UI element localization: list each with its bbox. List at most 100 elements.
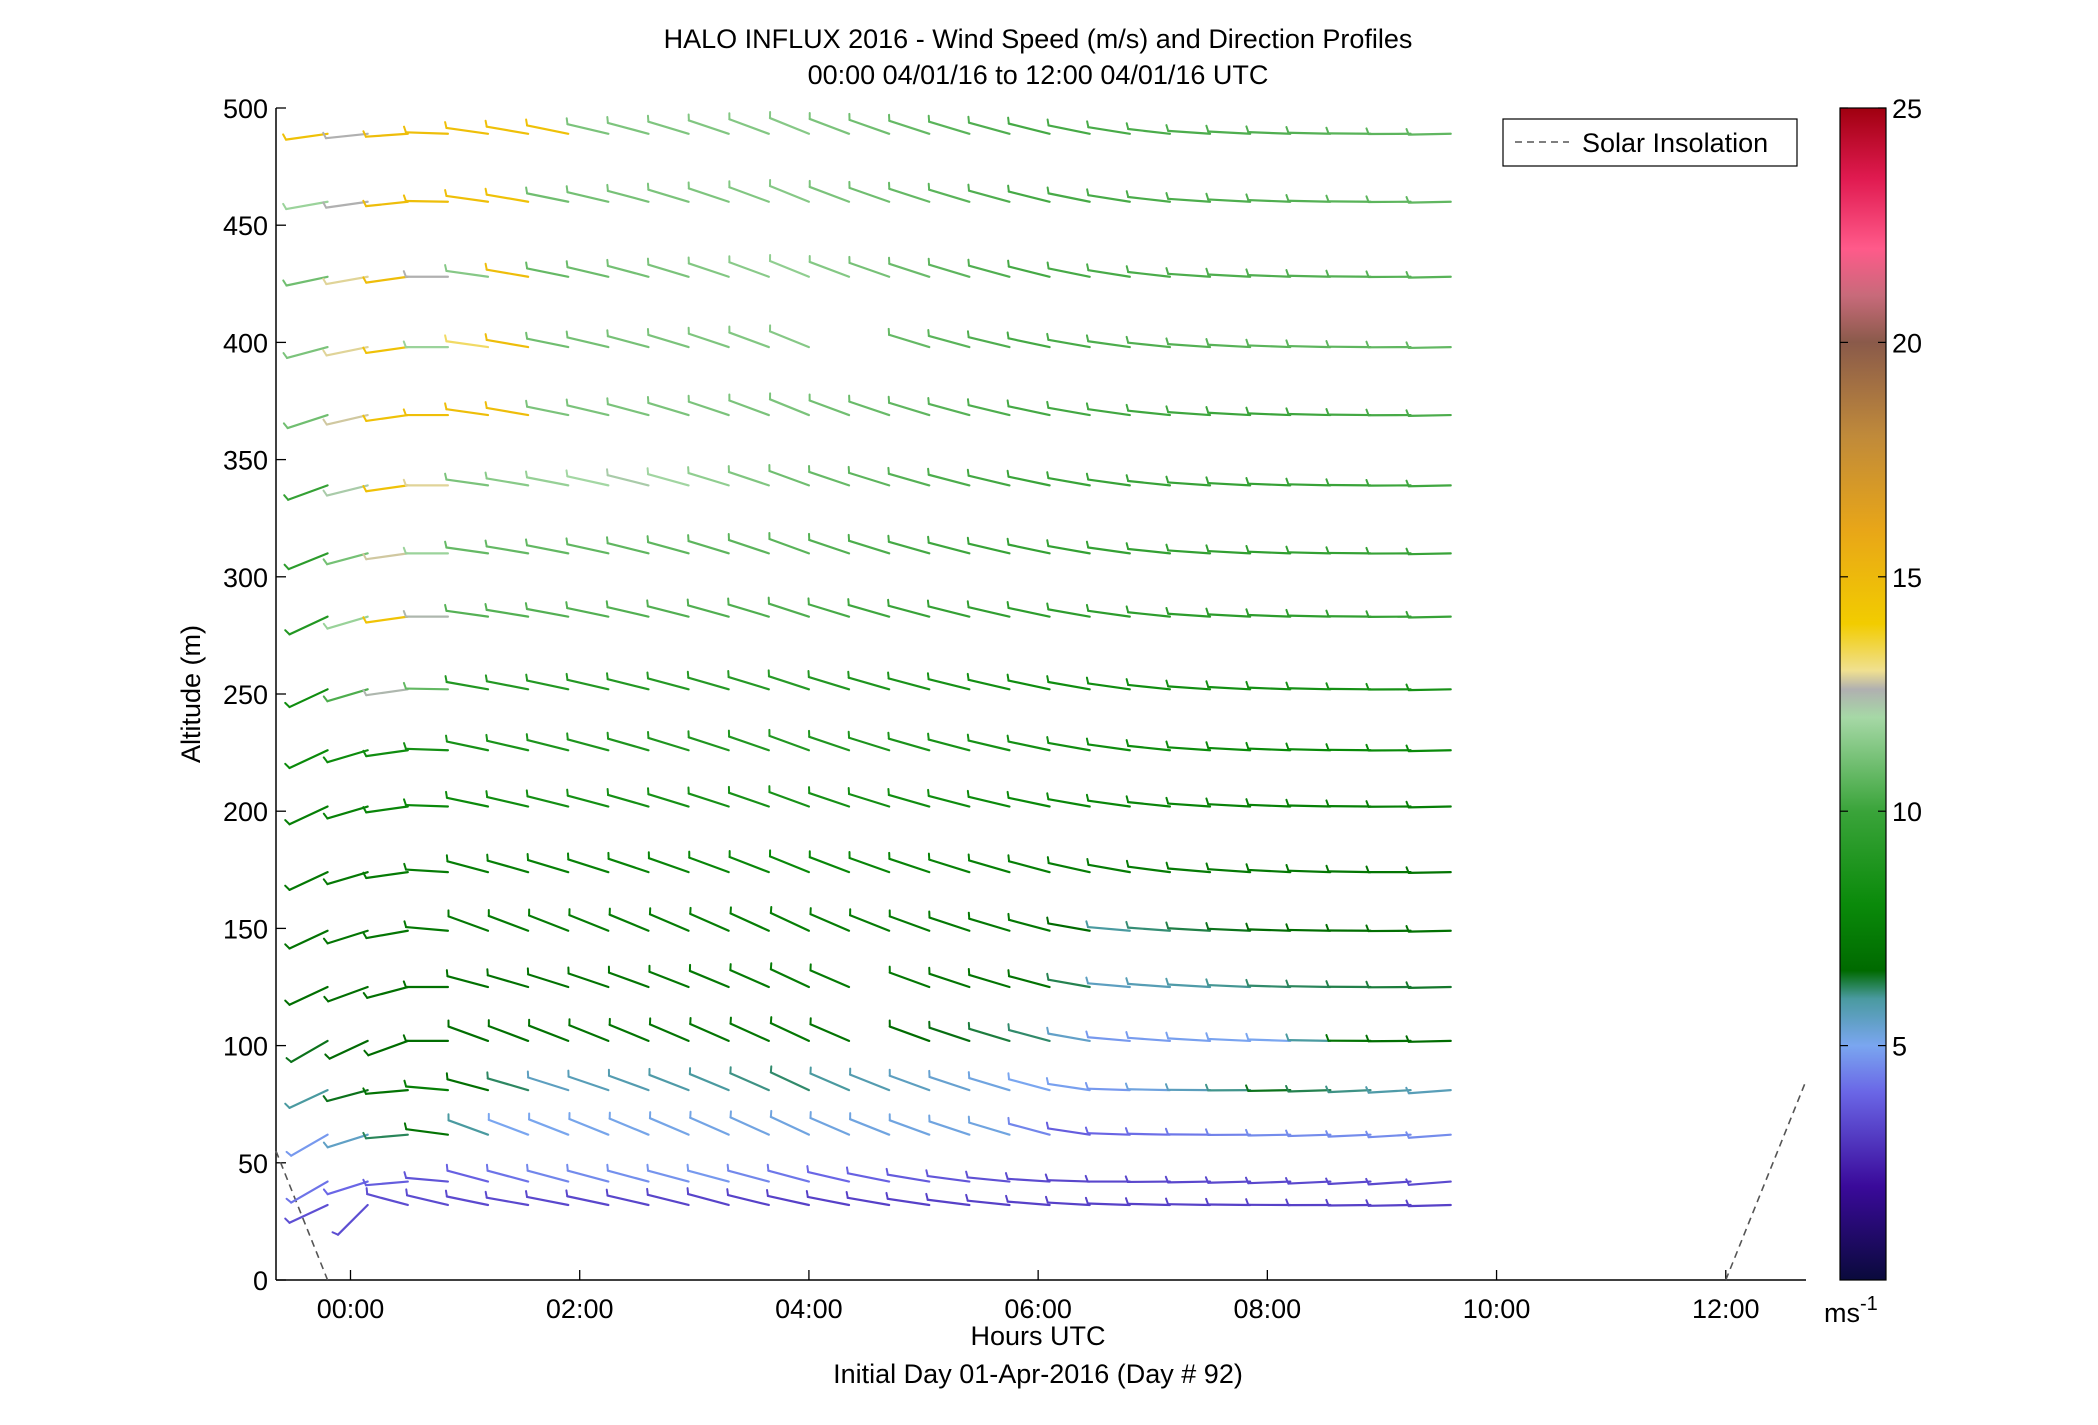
- wind-barb-shaft: [727, 603, 770, 618]
- wind-barb-tick: [362, 276, 368, 284]
- wind-barb-tick: [1325, 269, 1330, 278]
- wind-barb-shaft: [327, 985, 369, 1003]
- y-axis-ticks: 0 50 100 150 200 250 300 350 400 450 500: [223, 94, 286, 1296]
- wind-barb-tick: [525, 733, 529, 742]
- wind-barb-shaft: [1407, 985, 1452, 989]
- wind-barb-shaft: [1007, 606, 1051, 618]
- wind-barb-shaft: [646, 1193, 690, 1207]
- wind-barb-tick: [927, 732, 930, 741]
- wind-barb-shaft: [1006, 1200, 1051, 1207]
- wind-barb-shaft: [1007, 796, 1051, 808]
- wind-barb-tick: [445, 1072, 449, 1081]
- wind-barb-tick: [1405, 800, 1410, 809]
- wind-barb-shaft: [847, 539, 891, 555]
- wind-barb-shaft: [1087, 743, 1131, 752]
- wind-barb-tick: [444, 540, 448, 549]
- wind-barb-shaft: [1167, 685, 1212, 691]
- wind-barb-shaft: [689, 1116, 730, 1136]
- wind-barb-shaft: [1167, 411, 1212, 417]
- wind-barb-shaft: [687, 604, 730, 618]
- wind-barb-shaft: [404, 747, 450, 752]
- wind-barb-shaft: [365, 275, 409, 284]
- wind-barb-tick: [606, 115, 609, 124]
- wind-barb-shaft: [566, 1169, 610, 1183]
- wind-barb-shaft: [566, 123, 610, 135]
- legend: Solar Insolation: [1502, 118, 1798, 167]
- wind-barb-tick: [1006, 399, 1010, 408]
- wind-barb-shaft: [1126, 1036, 1172, 1043]
- wind-barb-shaft: [1287, 687, 1332, 691]
- wind-barb-tick: [1046, 916, 1050, 925]
- wind-barb-shaft: [887, 604, 931, 618]
- wind-barb-shaft: [1087, 340, 1131, 349]
- wind-barb-tick: [1285, 1084, 1290, 1093]
- wind-barb-tick: [1084, 1126, 1089, 1135]
- wind-barb-tick: [362, 806, 368, 814]
- wind-barb-shaft: [967, 121, 1011, 135]
- wind-barb-shaft: [326, 615, 369, 630]
- wind-barb-shaft: [688, 969, 730, 989]
- wind-barb-shaft: [1207, 1180, 1252, 1184]
- wind-barb-shaft: [1007, 543, 1051, 555]
- wind-barb-tick: [566, 788, 569, 797]
- wind-barb-tick: [1125, 265, 1130, 274]
- wind-barb-tick: [1325, 864, 1330, 873]
- wind-barb-shaft: [1287, 199, 1332, 203]
- wind-barb-tick: [1325, 1177, 1330, 1185]
- colorbar-gradient: [1839, 107, 1887, 1281]
- wind-barb-tick: [402, 408, 407, 417]
- wind-barb-shaft: [768, 469, 811, 487]
- wind-barb-tick: [1365, 1034, 1370, 1043]
- wind-barb-shaft: [927, 334, 971, 349]
- wind-barb-tick: [1245, 1198, 1250, 1206]
- wind-barb-tick: [1046, 539, 1050, 548]
- wind-barb-tick: [887, 598, 890, 607]
- wind-barb-shaft: [729, 1116, 770, 1136]
- wind-barb-tick: [322, 131, 327, 140]
- wind-barb-shaft: [1126, 926, 1172, 932]
- wind-barb-tick: [1325, 1198, 1330, 1207]
- wind-barb-shaft: [728, 855, 770, 874]
- wind-barb-tick: [1405, 271, 1410, 279]
- wind-barb-tick: [444, 189, 448, 197]
- colorbar-tick-label: 20: [1892, 328, 1922, 358]
- wind-barb-shaft: [728, 331, 770, 349]
- wind-barb-shaft: [1287, 928, 1332, 932]
- wind-barb-shaft: [728, 399, 770, 417]
- wind-barb-shaft: [526, 679, 570, 691]
- wind-barb-tick: [1124, 1127, 1129, 1135]
- wind-barb-tick: [1125, 795, 1130, 804]
- wind-barb-shaft: [849, 1073, 891, 1092]
- wind-barb-shaft: [566, 794, 610, 808]
- wind-barb-shaft: [766, 1194, 811, 1207]
- wind-barb-tick: [282, 202, 288, 211]
- wind-barb-shaft: [647, 263, 690, 278]
- wind-barb-shaft: [288, 985, 329, 1006]
- wind-barb-tick: [606, 183, 609, 192]
- x-tick-label: 06:00: [1004, 1294, 1072, 1324]
- wind-barb-shaft: [1287, 344, 1332, 349]
- wind-barb-shaft: [404, 803, 450, 808]
- wind-barb-tick: [565, 469, 569, 478]
- y-tick-label: 350: [223, 446, 268, 476]
- wind-barb-shaft: [1167, 272, 1212, 278]
- wind-barb-tick: [926, 672, 930, 681]
- wind-barb-tick: [1285, 923, 1290, 931]
- wind-barb-tick: [1365, 127, 1370, 135]
- wind-barb-shaft: [445, 340, 490, 349]
- wind-barb-tick: [525, 118, 529, 127]
- wind-barb-shaft: [887, 793, 931, 808]
- wind-barb-shaft: [968, 1121, 1011, 1136]
- wind-barb-tick: [1086, 188, 1090, 197]
- wind-barb-tick: [362, 931, 368, 940]
- wind-barb-tick: [1204, 1128, 1210, 1136]
- wind-barb-shaft: [566, 191, 610, 203]
- wind-barb-shaft: [1047, 544, 1091, 555]
- wind-barb-shaft: [1087, 682, 1131, 691]
- wind-barb-tick: [1125, 678, 1130, 686]
- wind-barb-shaft: [1207, 983, 1252, 989]
- wind-barb-shaft: [769, 1115, 811, 1136]
- wind-barb-tick: [1085, 737, 1090, 746]
- wind-barb-shaft: [1407, 552, 1452, 556]
- wind-barb-shaft: [729, 1072, 770, 1092]
